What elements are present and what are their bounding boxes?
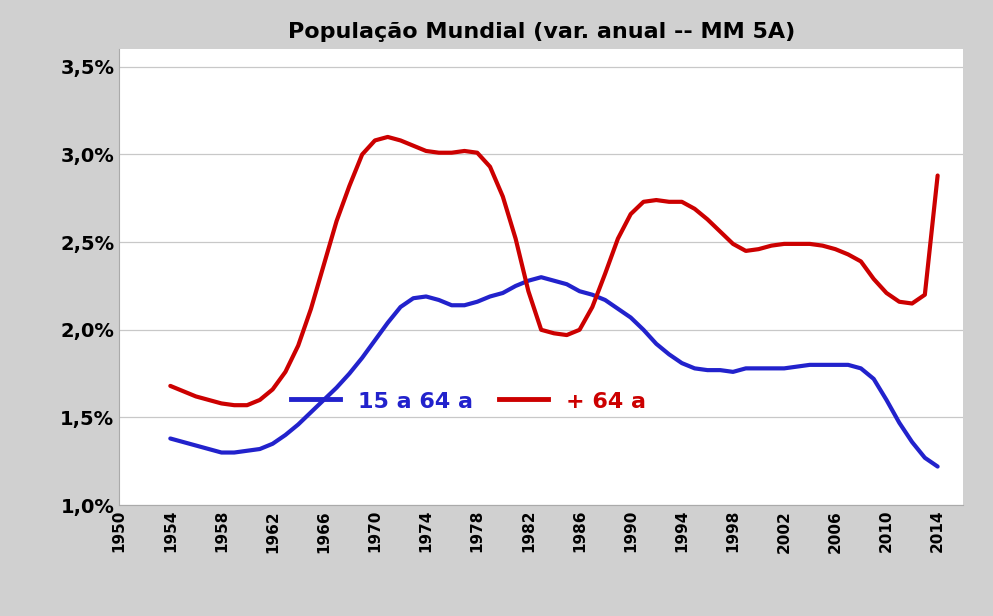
Title: População Mundial (var. anual -- MM 5A): População Mundial (var. anual -- MM 5A) <box>288 22 794 42</box>
Legend: 15 a 64 a, + 64 a: 15 a 64 a, + 64 a <box>282 381 655 421</box>
